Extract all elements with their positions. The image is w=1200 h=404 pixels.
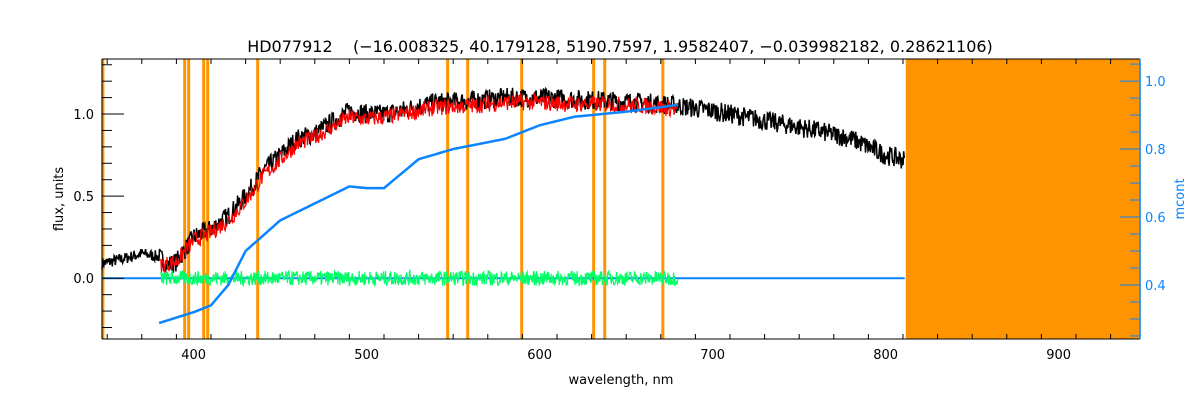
residual-series <box>160 268 679 288</box>
masked-region <box>905 59 1140 339</box>
x-axis-label: wavelength, nm <box>569 373 674 388</box>
masked-line <box>202 59 206 339</box>
x-tick-label: 400 <box>181 348 206 363</box>
y2-tick-label: 1.0 <box>1145 75 1166 90</box>
mcont-series <box>158 103 679 325</box>
masked-line <box>101 59 105 339</box>
model-flux-series <box>160 92 679 273</box>
y2-axis-label: mcont <box>1173 178 1188 219</box>
masked-regions <box>101 59 1140 339</box>
masked-line <box>187 59 191 339</box>
masked-line <box>466 59 470 339</box>
data-series <box>101 86 906 325</box>
y-tick-label: 0.0 <box>73 272 94 287</box>
masked-line <box>183 59 187 339</box>
observed-flux-series <box>101 86 906 274</box>
masked-line <box>661 59 665 339</box>
masked-line <box>446 59 450 339</box>
masked-line <box>603 59 607 339</box>
chart-title: HD077912 (−16.008325, 40.179128, 5190.75… <box>247 37 993 56</box>
x-tick-label: 500 <box>354 348 379 363</box>
y-axis-label: flux, units <box>52 167 67 232</box>
axes: 400 500 600 700 800 900 0.0 0.5 1.0 0.4 0.6 0.8 1.0 <box>73 58 1166 363</box>
masked-line <box>256 59 260 339</box>
y2-tick-label: 0.4 <box>1145 279 1166 294</box>
masked-line <box>520 59 524 339</box>
x-tick-label: 800 <box>873 348 898 363</box>
y2-tick-label: 0.6 <box>1145 211 1166 226</box>
y-tick-label: 0.5 <box>73 190 94 205</box>
x-tick-label: 600 <box>527 348 552 363</box>
masked-line <box>206 59 210 339</box>
x-tick-label: 700 <box>700 348 725 363</box>
y2-tick-label: 0.8 <box>1145 143 1166 158</box>
masked-line <box>592 59 596 339</box>
x-tick-label: 900 <box>1046 348 1071 363</box>
y-tick-label: 1.0 <box>73 108 94 123</box>
